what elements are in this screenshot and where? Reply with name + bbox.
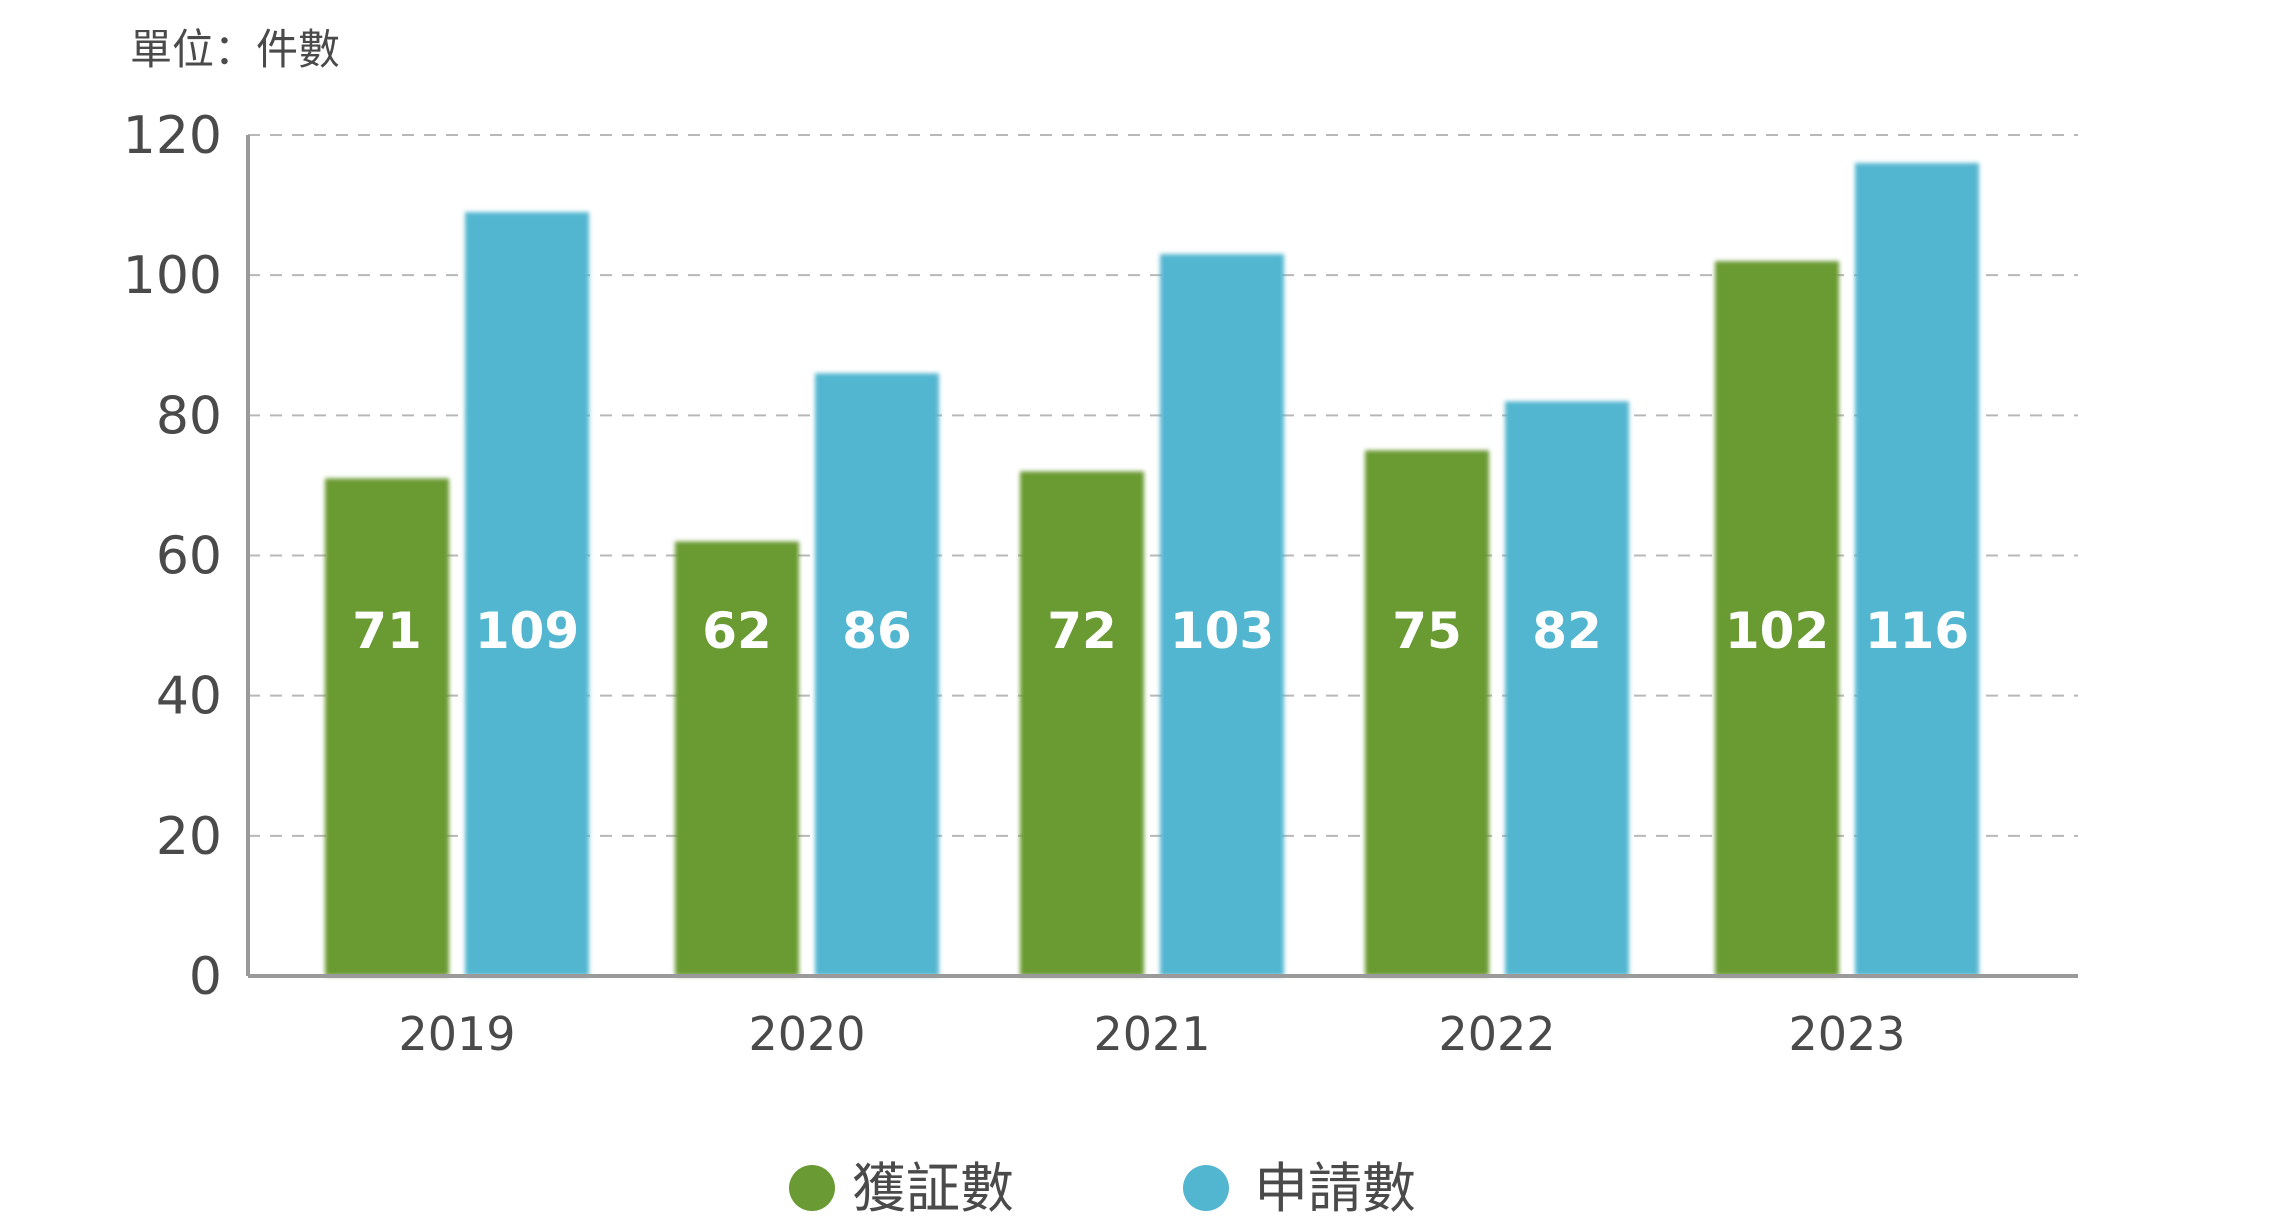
value-label-series-2-2023: 116 [1865, 602, 1969, 660]
y-axis-ticks: 0 20 40 60 80 100 120 [123, 106, 222, 1007]
bar-series-2-2022 [1505, 401, 1629, 977]
x-tick-label-2021: 2021 [1093, 1007, 1210, 1061]
bar-series-1-2019 [325, 478, 449, 976]
bar-series-1-2022 [1365, 450, 1489, 976]
bar-series-2-2021 [1160, 254, 1284, 976]
bar-series-1-2023 [1715, 261, 1839, 976]
value-labels: 71 109 62 86 72 103 75 82 102 116 [352, 602, 1969, 660]
legend-item-series-1: 獲証數 [789, 1157, 1014, 1220]
value-label-series-2-2021: 103 [1170, 602, 1274, 660]
y-tick-label: 60 [156, 527, 222, 587]
x-tick-label-2023: 2023 [1788, 1007, 1905, 1061]
bar-series-1-2021 [1020, 471, 1144, 976]
bar-series-1-2020 [675, 541, 799, 976]
legend-label-series-1: 獲証數 [852, 1157, 1014, 1220]
y-tick-label: 80 [156, 386, 222, 446]
bar-series-2-2023 [1855, 163, 1979, 977]
y-tick-label: 40 [156, 667, 222, 727]
value-label-series-1-2021: 72 [1047, 602, 1117, 660]
value-label-series-1-2023: 102 [1725, 602, 1829, 660]
x-axis-ticks: 2019 2020 2021 2022 2023 [398, 1007, 1905, 1061]
bar-series-2-2020 [815, 373, 939, 976]
value-label-series-1-2019: 71 [352, 602, 422, 660]
value-label-series-2-2022: 82 [1532, 602, 1602, 660]
unit-label: 單位：件數 [130, 25, 340, 74]
legend-swatch-series-2 [1183, 1165, 1229, 1211]
y-tick-label: 100 [123, 246, 222, 306]
x-tick-label-2020: 2020 [748, 1007, 865, 1061]
value-label-series-1-2022: 75 [1392, 602, 1462, 660]
legend: 獲証數 申請數 [789, 1157, 1416, 1220]
value-label-series-2-2020: 86 [842, 602, 912, 660]
legend-label-series-2: 申請數 [1254, 1157, 1416, 1220]
y-tick-label: 120 [123, 106, 222, 166]
bars [325, 163, 1979, 977]
x-tick-label-2022: 2022 [1438, 1007, 1555, 1061]
legend-swatch-series-1 [789, 1165, 835, 1211]
x-tick-label-2019: 2019 [398, 1007, 515, 1061]
bar-series-2-2019 [465, 212, 589, 976]
y-tick-label: 0 [189, 947, 222, 1007]
value-label-series-2-2019: 109 [475, 602, 579, 660]
value-label-series-1-2020: 62 [702, 602, 772, 660]
y-tick-label: 20 [156, 807, 222, 867]
legend-item-series-2: 申請數 [1183, 1157, 1416, 1220]
